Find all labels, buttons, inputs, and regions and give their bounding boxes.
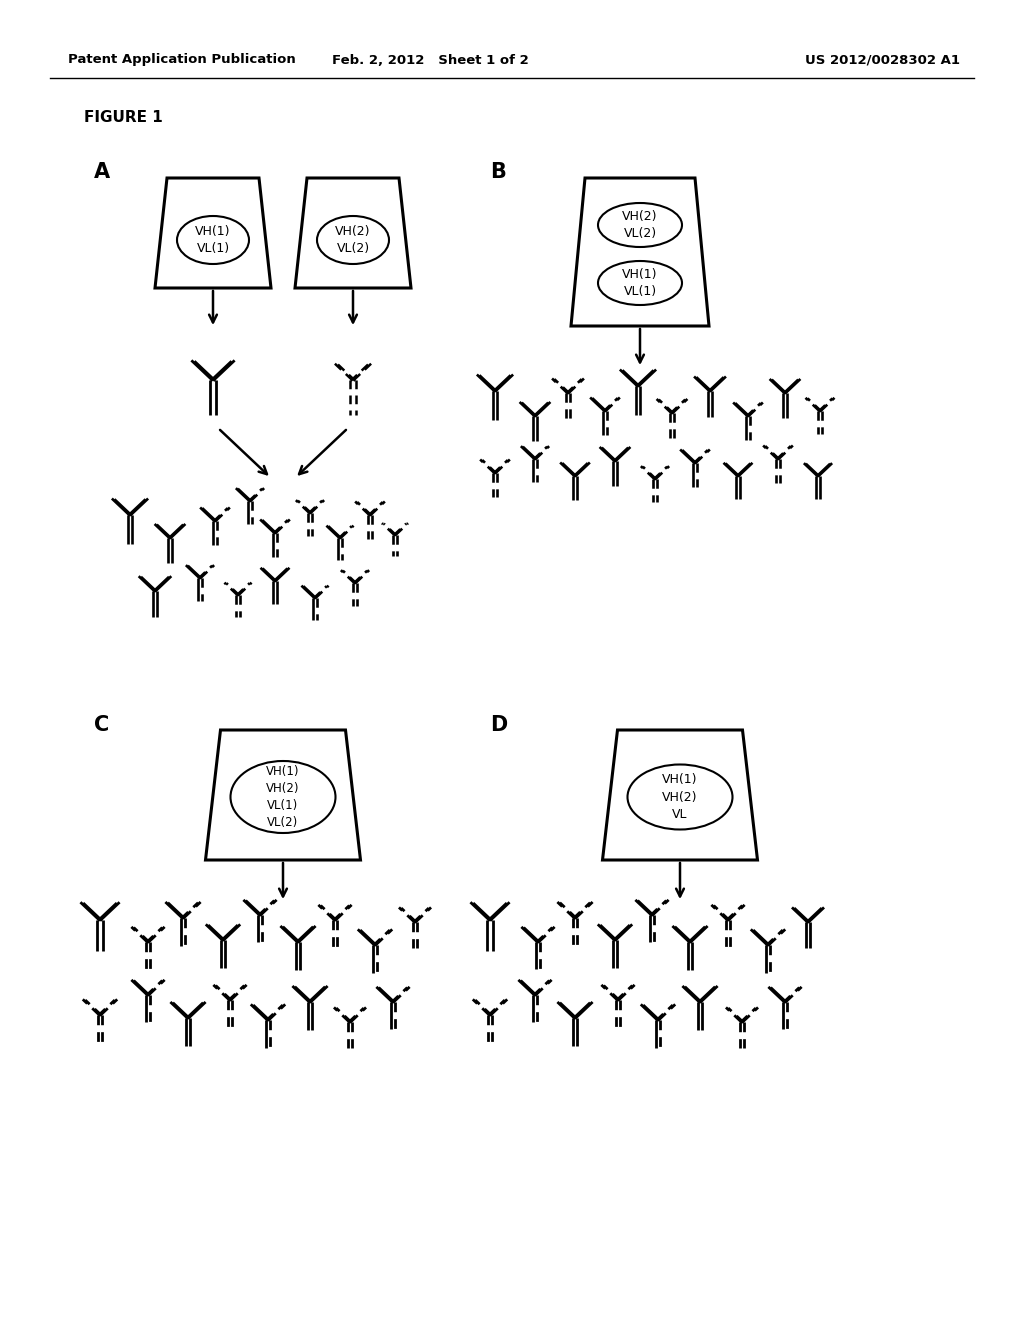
Text: D: D [490,715,507,735]
Ellipse shape [317,216,389,264]
Text: VH(1)
VL(1): VH(1) VL(1) [623,268,657,298]
Text: Feb. 2, 2012   Sheet 1 of 2: Feb. 2, 2012 Sheet 1 of 2 [332,54,528,66]
Text: B: B [490,162,506,182]
Text: VH(2)
VL(2): VH(2) VL(2) [623,210,657,240]
Text: VH(1)
VH(2)
VL(1)
VL(2): VH(1) VH(2) VL(1) VL(2) [266,766,300,829]
Ellipse shape [628,764,732,829]
Polygon shape [206,730,360,861]
Ellipse shape [598,261,682,305]
Text: Patent Application Publication: Patent Application Publication [68,54,296,66]
Polygon shape [571,178,709,326]
Text: VH(1)
VH(2)
VL: VH(1) VH(2) VL [663,774,697,821]
Text: VH(2)
VL(2): VH(2) VL(2) [335,224,371,255]
Ellipse shape [230,762,336,833]
Polygon shape [295,178,411,288]
Text: US 2012/0028302 A1: US 2012/0028302 A1 [805,54,961,66]
Text: A: A [94,162,111,182]
Ellipse shape [177,216,249,264]
Polygon shape [155,178,271,288]
Polygon shape [602,730,758,861]
Ellipse shape [598,203,682,247]
Text: VH(1)
VL(1): VH(1) VL(1) [196,224,230,255]
Text: C: C [94,715,110,735]
Text: FIGURE 1: FIGURE 1 [84,111,163,125]
